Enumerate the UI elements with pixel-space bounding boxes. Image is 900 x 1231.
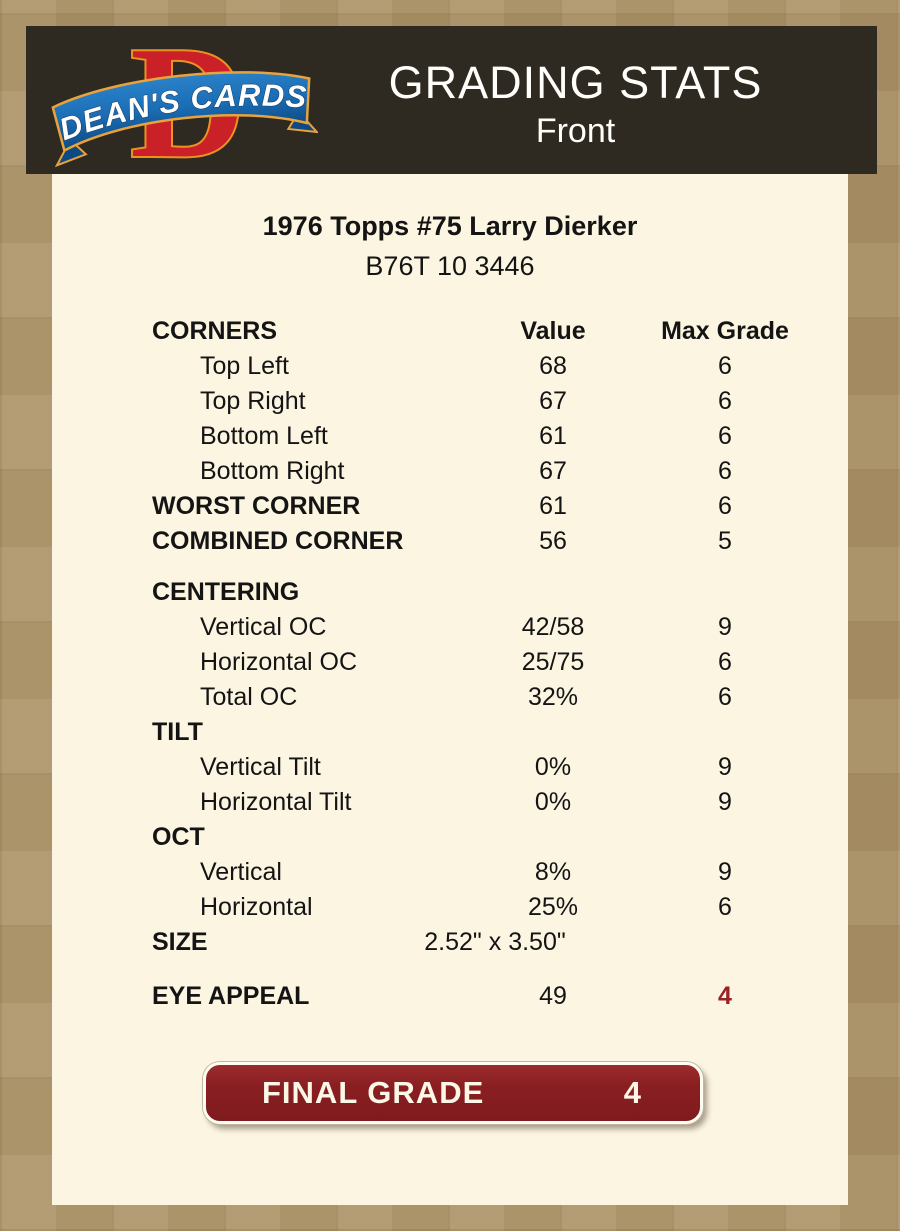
row-value: 0% (534, 753, 572, 781)
page-title: GRADING STATS (388, 57, 763, 108)
section-label: OCT (152, 823, 205, 851)
table-row: Horizontal 25% 6 (52, 890, 848, 925)
table-row: Bottom Right 67 6 (52, 454, 848, 489)
row-max-grade: 6 (718, 648, 732, 676)
deans-cards-logo-icon: D DEAN'S CARDS (51, 30, 318, 170)
row-max-grade: 6 (718, 422, 732, 450)
row-value: 25% (527, 893, 579, 921)
row-max-grade: 6 (718, 387, 732, 415)
header: D DEAN'S CARDS GRADING STATS Front (26, 26, 877, 174)
card-title: 1976 Topps #75 Larry Dierker (262, 211, 638, 241)
row-value: 61 (539, 422, 567, 450)
page-subtitle: Front (535, 112, 616, 150)
row-label: SIZE (152, 928, 208, 956)
section-label: CENTERING (152, 578, 300, 606)
final-grade-label: FINAL GRADE (262, 1075, 485, 1110)
row-label: EYE APPEAL (152, 982, 310, 1010)
table-row: Bottom Left 61 6 (52, 419, 848, 454)
table-row: Top Left 68 6 (52, 349, 848, 384)
table-row: Horizontal Tilt 0% 9 (52, 785, 848, 820)
size-row: SIZE 2.52" x 3.50" (52, 925, 848, 960)
table-row: COMBINED CORNER 56 5 (52, 524, 848, 559)
final-grade-button[interactable]: FINAL GRADE 4 (203, 1062, 703, 1124)
row-max-grade (644, 820, 806, 855)
row-value: 67 (539, 457, 567, 485)
row-value: 0% (534, 788, 572, 816)
card-code: B76T 10 3446 (365, 251, 535, 281)
row-label: Bottom Right (200, 457, 345, 485)
row-value: 56 (539, 527, 567, 555)
size-value: 2.52" x 3.50" (424, 928, 566, 956)
row-label: Vertical OC (200, 613, 327, 641)
section-row-oct: OCT (52, 820, 848, 855)
section-row-tilt: TILT (52, 715, 848, 750)
row-max-grade: 6 (718, 492, 732, 520)
eye-appeal-grade: 4 (718, 982, 732, 1010)
row-max-grade: 6 (718, 893, 732, 921)
row-value: 61 (539, 492, 567, 520)
row-label: Horizontal (200, 893, 313, 921)
section-row-centering: CENTERING (52, 575, 848, 610)
section-label: TILT (152, 718, 203, 746)
row-max-grade: 9 (718, 788, 732, 816)
row-label: Horizontal OC (200, 648, 357, 676)
row-value: 42/58 (521, 613, 585, 641)
column-header-value: Value (520, 317, 586, 345)
row-max-grade: 9 (718, 858, 732, 886)
row-max-grade: 6 (718, 683, 732, 711)
row-label: Vertical (200, 858, 282, 886)
row-label: Top Left (200, 352, 289, 380)
table-row: WORST CORNER 61 6 (52, 489, 848, 524)
table-row: Vertical OC 42/58 9 (52, 610, 848, 645)
row-label: Bottom Left (200, 422, 328, 450)
row-max-grade (644, 575, 806, 610)
column-header-corners: CORNERS (152, 317, 278, 345)
table-row: Horizontal OC 25/75 6 (52, 645, 848, 680)
row-max-grade: 6 (718, 352, 732, 380)
row-max-grade: 6 (718, 457, 732, 485)
row-value (462, 820, 644, 855)
row-label: Horizontal Tilt (200, 788, 352, 816)
row-value: 25/75 (521, 648, 585, 676)
table-header-row: CORNERS Value Max Grade (52, 314, 848, 349)
column-header-max-grade: Max Grade (661, 317, 789, 345)
table-row: Top Right 67 6 (52, 384, 848, 419)
row-value: 8% (534, 858, 572, 886)
row-max-grade (644, 715, 806, 750)
row-value: 68 (539, 352, 567, 380)
header-titles: GRADING STATS Front (318, 50, 877, 151)
row-label: Top Right (200, 387, 306, 415)
row-value: 49 (539, 982, 567, 1010)
row-label: Total OC (200, 683, 298, 711)
row-label: WORST CORNER (152, 492, 361, 520)
row-value: 67 (539, 387, 567, 415)
table-row: Vertical 8% 9 (52, 855, 848, 890)
row-label: Vertical Tilt (200, 753, 321, 781)
row-value: 32% (527, 683, 579, 711)
grading-table: CORNERS Value Max Grade Top Left 68 6 To… (52, 314, 848, 1014)
table-row: Vertical Tilt 0% 9 (52, 750, 848, 785)
row-value (462, 575, 644, 610)
eye-appeal-row: EYE APPEAL 49 4 (52, 979, 848, 1014)
row-value (462, 715, 644, 750)
final-grade-value: 4 (623, 1075, 642, 1110)
row-max-grade: 5 (718, 527, 732, 555)
stats-panel: 1976 Topps #75 Larry Dierker B76T 10 344… (52, 174, 848, 1205)
table-row: Total OC 32% 6 (52, 680, 848, 715)
row-max-grade: 9 (718, 753, 732, 781)
row-max-grade (644, 925, 806, 960)
row-max-grade: 9 (718, 613, 732, 641)
row-label: COMBINED CORNER (152, 527, 404, 555)
